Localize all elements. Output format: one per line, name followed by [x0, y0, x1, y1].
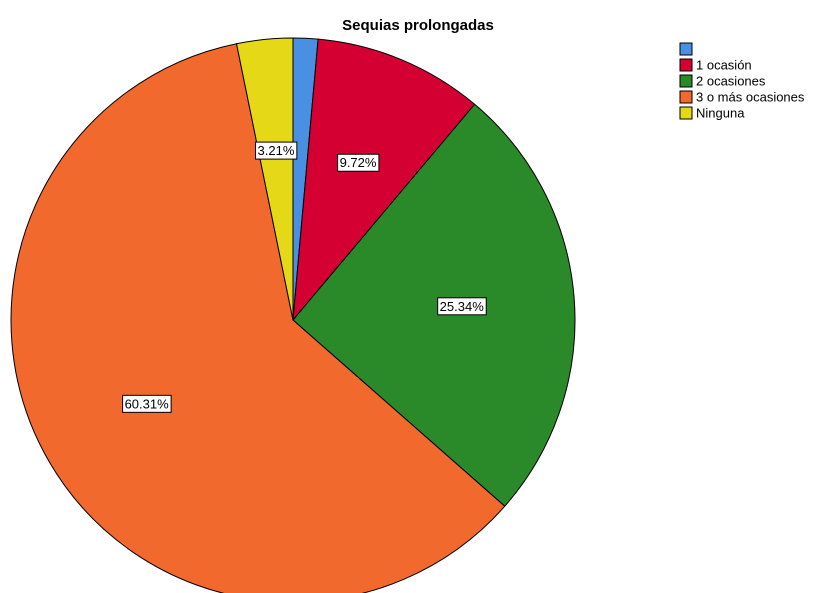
legend-label: 2 ocasiones	[696, 73, 766, 88]
data-label: 60.31%	[122, 394, 172, 413]
legend-swatch	[679, 90, 693, 104]
data-label-box	[437, 297, 487, 316]
data-label-box	[122, 394, 172, 413]
legend-label: 3 o más ocasiones	[696, 89, 805, 104]
data-label: 25.34%	[437, 297, 487, 316]
pie-slice	[10, 43, 506, 593]
data-label-text: 3.21%	[258, 143, 295, 158]
pie-slice	[235, 37, 294, 321]
data-label-box	[255, 141, 298, 160]
data-label-box	[337, 153, 380, 172]
data-label-text: 25.34%	[440, 299, 485, 314]
data-label-text: 9.72%	[340, 155, 377, 170]
pie-slice	[292, 38, 476, 322]
pie-slice	[292, 103, 576, 507]
data-label-text: 60.31%	[125, 396, 170, 411]
legend-swatch	[679, 58, 693, 72]
legend-swatch	[679, 106, 693, 120]
legend-swatch	[679, 42, 693, 56]
legend-swatch	[679, 74, 693, 88]
legend-label: 1 ocasión	[696, 57, 752, 72]
chart-title: Sequias prolongadas	[342, 17, 494, 34]
legend-label: Ninguna	[696, 105, 745, 120]
data-label: 3.21%	[255, 141, 298, 160]
data-label: 9.72%	[337, 153, 380, 172]
